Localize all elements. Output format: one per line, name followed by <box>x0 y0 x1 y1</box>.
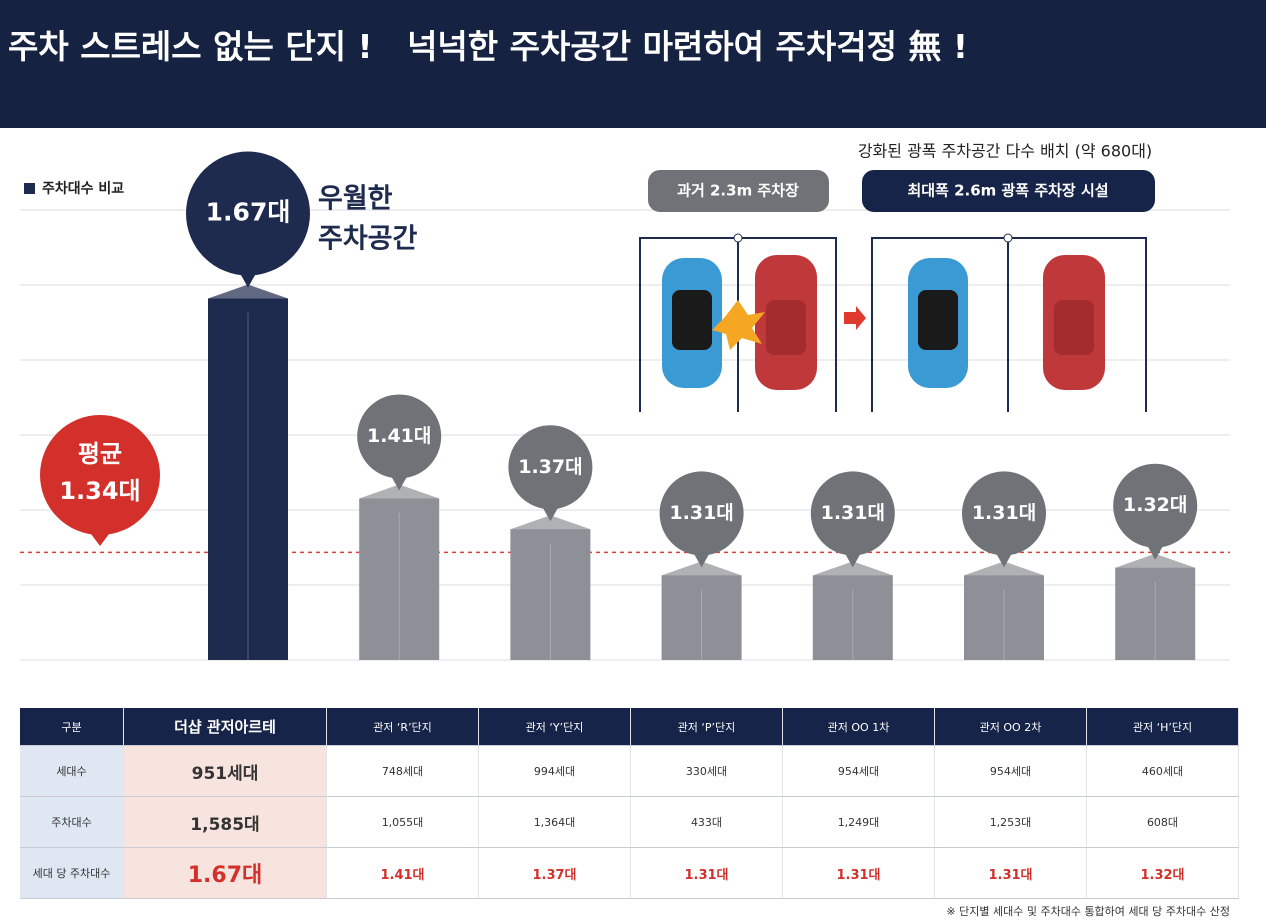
value-label: 1.67대 <box>206 198 291 227</box>
table-cell: 관저 ‘Y’단지 <box>478 708 631 746</box>
bar <box>661 575 742 660</box>
average-label: 1.34대 <box>59 477 140 505</box>
table-row: 구분 더샵 관저아르테 관저 ‘R’단지 관저 ‘Y’단지 관저 ‘P’단지 관저 OO … <box>20 708 1239 746</box>
legend-square <box>24 183 35 194</box>
bar-top <box>661 561 742 590</box>
before-pill <box>648 170 829 212</box>
table-cell: 608대 <box>1086 796 1239 848</box>
crash <box>712 300 765 350</box>
table-cell: 1,253대 <box>934 796 1087 848</box>
average-bubble <box>40 415 160 535</box>
table-cell: 1.41대 <box>326 847 479 899</box>
table-cell: 1.31대 <box>782 847 935 899</box>
average-pointer <box>88 530 112 546</box>
car-window <box>672 290 712 350</box>
bar-top <box>510 515 591 544</box>
value-bubble <box>810 471 895 556</box>
table-cell: 1,585대 <box>123 796 327 848</box>
table-cell: 1,364대 <box>478 796 631 848</box>
table-cell: 1.32대 <box>1086 847 1239 899</box>
table-cell: 관저 ‘P’단지 <box>630 708 783 746</box>
table-cell: 1,249대 <box>782 796 935 848</box>
after-pill <box>862 170 1155 212</box>
table-cell: 994세대 <box>478 745 631 797</box>
annotation: 우월한 <box>318 184 393 215</box>
value-bubble <box>357 394 442 479</box>
value-bubble <box>508 425 593 510</box>
value-bubble <box>186 151 310 276</box>
table-cell: 460세대 <box>1086 745 1239 797</box>
table-cell: 1,055대 <box>326 796 479 848</box>
header-title: 주차 스트레스 없는 단지 ! 넉넉한 주차공간 마련하여 주차걱정 無 ! <box>0 0 1266 128</box>
arrow <box>844 306 866 330</box>
value-label: 1.31대 <box>669 502 733 524</box>
car-roof <box>1054 300 1094 355</box>
table-cell: 더샵 관저아르테 <box>123 708 327 746</box>
bar <box>1115 567 1196 660</box>
table-cell: 1.67대 <box>123 847 327 899</box>
bubble-pointer <box>692 551 711 568</box>
table-cell: 관저 OO 1차 <box>782 708 935 746</box>
dot <box>1003 233 1013 243</box>
car-window <box>918 290 958 350</box>
bar <box>964 575 1044 660</box>
annotation: 주차공간 <box>318 224 418 255</box>
bar-top <box>1115 553 1196 582</box>
diagram-caption: 강화된 광폭 주차공간 다수 배치 (약 680대) <box>858 142 1152 161</box>
value-bubble <box>659 471 744 556</box>
table-cell: 관저 OO 2차 <box>934 708 1087 746</box>
bar-top <box>964 561 1044 590</box>
value-bubble <box>962 471 1046 556</box>
bar-top <box>359 484 440 513</box>
car-roof <box>766 300 806 355</box>
bar-top <box>812 561 893 590</box>
bubble-pointer <box>239 271 257 288</box>
table-cell: 951세대 <box>123 745 327 797</box>
table-cell: 1.37대 <box>478 847 631 899</box>
bar <box>208 298 288 660</box>
value-label: 1.31대 <box>821 502 885 524</box>
value-label: 1.32대 <box>1123 494 1187 516</box>
footnote: ※ 단지별 세대수 및 주차대수 통합하여 세대 당 주차대수 산정 <box>946 905 1230 918</box>
after-label: 최대폭 2.6m 광폭 주차장 시설 <box>907 182 1108 200</box>
chart: 주차대수 비교 우월한 주차공간 강화된 광폭 주차공간 다수 배치 (약 68… <box>20 142 1230 661</box>
dot <box>733 233 743 243</box>
bubble-pointer <box>541 505 560 522</box>
comparison-table: 구분 더샵 관저아르테 관저 ‘R’단지 관저 ‘Y’단지 관저 ‘P’단지 관저 OO … <box>20 708 1239 899</box>
table-cell: 구분 <box>20 708 124 746</box>
table-cell: 330세대 <box>630 745 783 797</box>
table-cell: 954세대 <box>934 745 1087 797</box>
table-cell: 954세대 <box>782 745 935 797</box>
table-cell: 주차대수 <box>20 796 124 848</box>
bar <box>510 529 591 660</box>
bubble-pointer <box>1146 543 1165 560</box>
table-cell: 관저 ‘H’단지 <box>1086 708 1239 746</box>
table-cell: 1.31대 <box>630 847 783 899</box>
table-row: 세대 당 주차대수 1.67대 1.41대 1.37대 1.31대 1.31대 1.31대 1… <box>20 847 1239 899</box>
table-row: 세대수 951세대 748세대 994세대 330세대 954세대 954세대 460세대 <box>20 745 1239 797</box>
table-cell: 세대수 <box>20 745 124 797</box>
average-label: 평균 <box>78 440 122 468</box>
bubble-pointer <box>995 551 1013 568</box>
bar-top <box>208 284 288 313</box>
table-cell: 관저 ‘R’단지 <box>326 708 479 746</box>
table-cell: 433대 <box>630 796 783 848</box>
value-label: 1.37대 <box>518 456 582 478</box>
chart-title: 주차대수 비교 <box>42 181 124 197</box>
bar <box>359 498 440 660</box>
value-label: 1.31대 <box>972 502 1036 524</box>
bubble-pointer <box>843 551 862 568</box>
value-bubble <box>1113 463 1198 548</box>
value-label: 1.41대 <box>367 425 431 447</box>
before-label: 과거 2.3m 주차장 <box>677 182 799 200</box>
table-row: 주차대수 1,585대 1,055대 1,364대 433대 1,249대 1,253대 60… <box>20 796 1239 848</box>
bar <box>812 575 893 660</box>
table-cell: 세대 당 주차대수 <box>20 847 124 899</box>
table-cell: 1.31대 <box>934 847 1087 899</box>
bubble-pointer <box>390 474 409 491</box>
table-cell: 748세대 <box>326 745 479 797</box>
